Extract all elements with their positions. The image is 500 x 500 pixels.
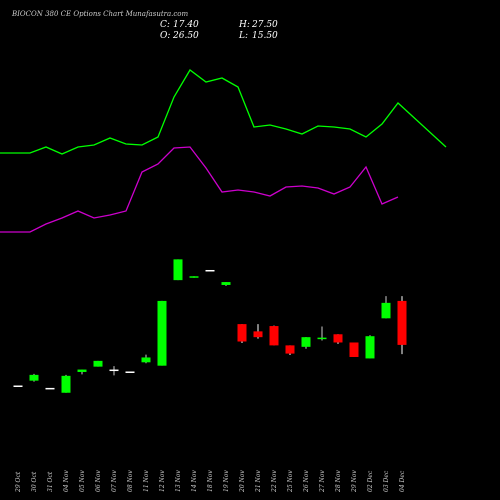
x-tick-label: 14 Nov <box>191 470 198 492</box>
candle-down <box>349 342 359 357</box>
x-tick-label: 04 Nov <box>63 470 70 492</box>
candle-up <box>381 302 391 319</box>
x-tick-label: 21 Nov <box>255 470 262 493</box>
x-tick-label: 30 Oct <box>31 471 38 492</box>
close-label: C: <box>160 20 170 30</box>
candles <box>13 259 407 393</box>
low-label: L: <box>238 31 248 41</box>
candle-up <box>45 387 55 390</box>
high-value: 27.50 <box>251 20 278 30</box>
candle-up <box>157 300 167 366</box>
candle-down <box>253 331 263 338</box>
candle-down <box>269 326 279 346</box>
candle-down <box>333 334 343 343</box>
band-line-1 <box>0 69 447 155</box>
x-tick-label: 11 Nov <box>143 470 150 492</box>
x-tick-label: 02 Dec <box>367 470 374 492</box>
x-tick-label: 06 Nov <box>95 470 102 492</box>
x-tick-label: 04 Dec <box>399 470 406 492</box>
candle-up <box>301 337 311 347</box>
x-tick-label: 31 Oct <box>47 471 54 492</box>
x-tick-label: 03 Dec <box>383 470 390 492</box>
candle-down <box>285 345 295 354</box>
x-tick-label: 28 Nov <box>335 470 342 493</box>
candle-up <box>189 276 199 278</box>
x-tick-label: 22 Nov <box>271 470 278 493</box>
open-value: 26.50 <box>172 31 199 41</box>
x-tick-label: 20 Nov <box>239 470 246 493</box>
candle-up <box>61 375 71 393</box>
band-lines <box>0 69 447 233</box>
x-tick-label: 13 Nov <box>175 470 182 492</box>
x-tick-label: 25 Nov <box>287 470 294 493</box>
x-tick-label: 26 Nov <box>303 470 310 493</box>
x-tick-label: 07 Nov <box>111 470 118 492</box>
low-value: 15.50 <box>252 31 278 41</box>
x-tick-label: 08 Nov <box>127 470 134 492</box>
x-tick-label: 05 Nov <box>79 470 86 492</box>
x-tick-label: 27 Nov <box>319 470 326 493</box>
candle-up <box>317 337 327 340</box>
candle-up <box>221 282 231 285</box>
candle-up <box>125 371 135 373</box>
candle-down <box>397 300 407 345</box>
chart-title: BIOCON 380 CE Options Chart Munafasutra.… <box>11 10 189 18</box>
candle-up <box>173 259 183 281</box>
candle-up <box>205 269 215 272</box>
band-line-2 <box>0 146 399 233</box>
open-label: O: <box>160 31 170 41</box>
x-tick-label: 29 Oct <box>15 471 22 493</box>
x-tick-label: 19 Nov <box>223 470 230 492</box>
candle-up <box>29 374 39 381</box>
candle-up <box>365 336 375 359</box>
x-tick-label: 18 Nov <box>207 470 214 492</box>
candle-up <box>109 369 119 372</box>
candle-up <box>13 385 23 387</box>
x-tick-label: 12 Nov <box>159 470 166 492</box>
x-axis-labels: 29 Oct 30 Oct 31 Oct 04 Nov 05 Nov 06 Nov 07 N… <box>15 470 406 493</box>
candle-up <box>77 369 87 372</box>
close-value: 17.40 <box>173 20 199 30</box>
candle-down <box>237 324 247 342</box>
x-tick-label: 29 Nov <box>351 470 358 493</box>
candle-up <box>141 357 151 363</box>
high-label: H: <box>238 20 250 30</box>
candle-up <box>93 360 103 367</box>
